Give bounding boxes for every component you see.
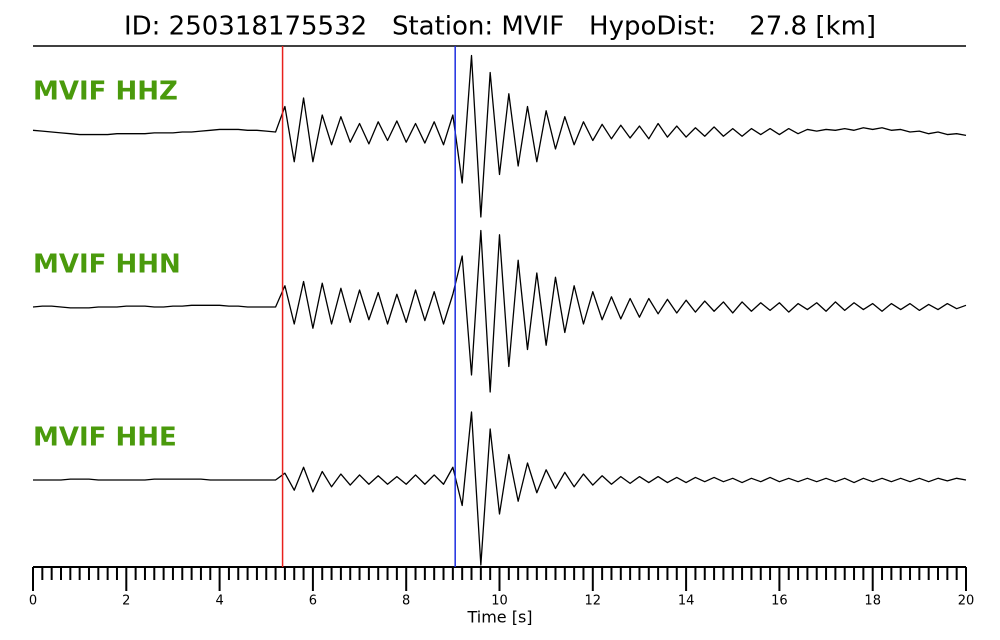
x-tick-label: 12 <box>585 594 602 609</box>
waveform <box>32 54 967 218</box>
x-tick-label: 2 <box>122 594 130 609</box>
trace-label: MVIF HHZ <box>33 77 178 107</box>
x-axis-label: Time [s] <box>466 608 532 627</box>
waveform <box>33 411 967 566</box>
waveform <box>32 229 967 393</box>
x-tick-label: 10 <box>491 594 508 609</box>
trace-label: MVIF HHE <box>33 423 177 453</box>
x-tick-label: 8 <box>402 594 410 609</box>
x-tick-label: 6 <box>309 594 317 609</box>
trace-label: MVIF HHN <box>33 250 181 280</box>
x-tick-label: 4 <box>215 594 223 609</box>
x-tick-label: 20 <box>958 594 975 609</box>
x-tick-label: 14 <box>678 594 695 609</box>
x-tick-label: 18 <box>864 594 881 609</box>
x-tick-label: 16 <box>771 594 788 609</box>
x-tick-label: 0 <box>29 594 37 609</box>
chart-title: ID: 250318175532 Station: MVIF HypoDist:… <box>124 12 876 42</box>
